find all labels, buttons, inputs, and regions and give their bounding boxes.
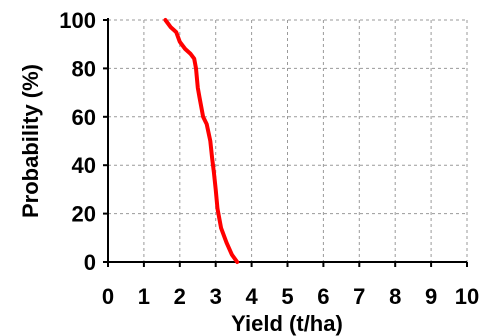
y-tick-label: 60	[72, 105, 96, 130]
series-group	[163, 18, 240, 264]
y-axis-title: Probability (%)	[18, 64, 43, 218]
x-tick-label: 2	[174, 284, 186, 309]
x-axis-title: Yield (t/ha)	[231, 311, 343, 336]
series-line	[163, 18, 240, 264]
grid	[108, 19, 468, 262]
x-tick-label: 0	[102, 284, 114, 309]
x-tick-label: 4	[245, 284, 258, 309]
y-tick-label: 0	[84, 250, 96, 275]
y-tick-label: 40	[72, 153, 96, 178]
x-tick-label: 3	[210, 284, 222, 309]
x-tick-label: 10	[455, 284, 479, 309]
y-tick-label: 20	[72, 202, 96, 227]
x-tick-label: 7	[353, 284, 365, 309]
x-tick-label: 1	[138, 284, 150, 309]
x-tick-label: 8	[389, 284, 401, 309]
x-tick-label: 5	[281, 284, 293, 309]
y-tick-label: 80	[72, 56, 96, 81]
x-tick-label: 9	[425, 284, 437, 309]
y-tick-label: 100	[59, 8, 96, 33]
x-tick-label: 6	[317, 284, 329, 309]
